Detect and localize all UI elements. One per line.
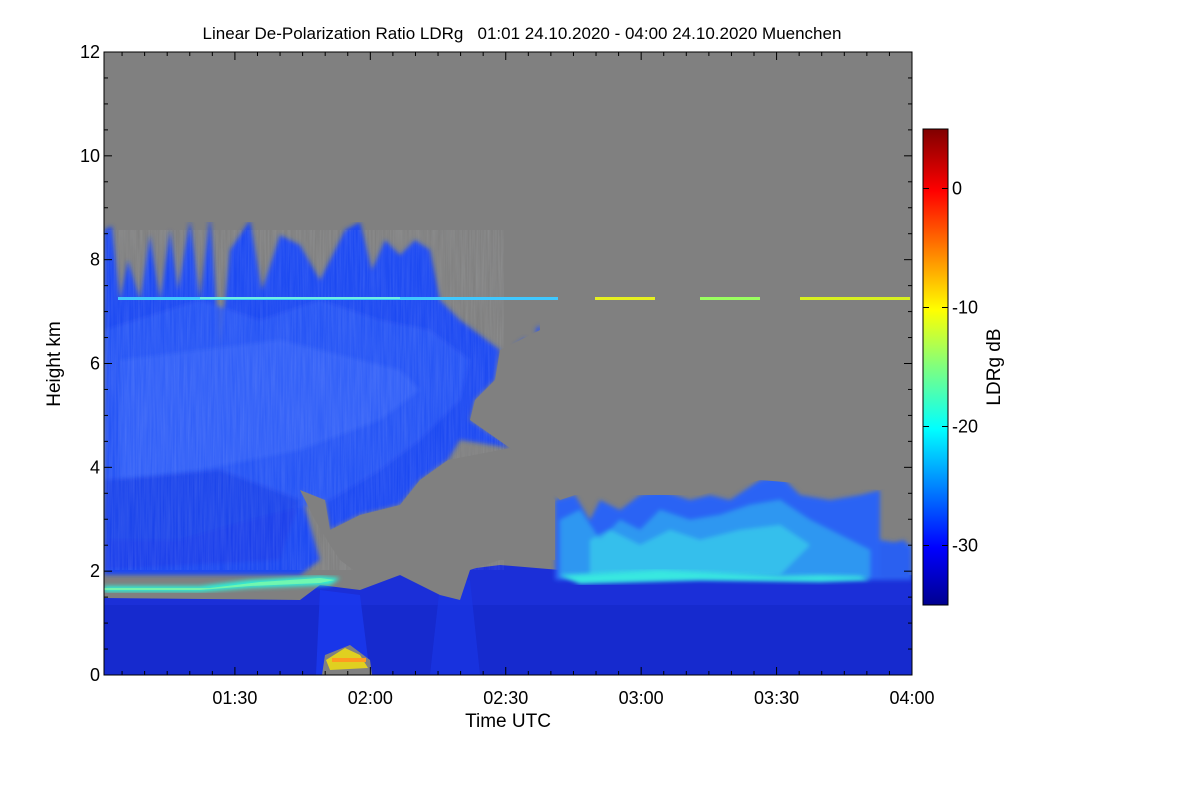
x-tick-label: 02:30	[483, 688, 528, 708]
y-tick-label: 4	[90, 457, 100, 477]
y-tick-label: 8	[90, 250, 100, 270]
low-cloud-fallstreaks-region	[555, 475, 912, 580]
x-axis: 01:30 02:00 02:30 03:00 03:30 04:00	[121, 52, 935, 708]
x-tick-label: 03:30	[754, 688, 799, 708]
colorbar-label: LDRg dB	[984, 328, 1005, 405]
x-axis-label: Time UTC	[465, 711, 551, 732]
plot-area	[104, 52, 912, 675]
gray-gap-lower	[300, 448, 555, 600]
colorbar-tick-label: -10	[952, 298, 978, 318]
x-tick-label: 01:30	[212, 688, 257, 708]
melting-layer	[104, 570, 870, 592]
y-axis-label: Height km	[44, 321, 65, 407]
colorbar-tick-label: 0	[952, 179, 962, 199]
gray-gap-upper	[104, 52, 912, 222]
x-tick-label: 02:00	[348, 688, 393, 708]
y-tick-label: 10	[80, 146, 100, 166]
y-tick-label: 2	[90, 561, 100, 581]
precipitation-region	[104, 565, 912, 675]
gray-gap-middle	[470, 300, 912, 500]
y-tick-label: 0	[90, 665, 100, 685]
x-tick-label: 04:00	[889, 688, 934, 708]
colorbar-tick-label: -30	[952, 536, 978, 556]
y-axis: 0 2 4 6 8 10 12	[80, 42, 912, 685]
ground-clutter	[326, 648, 368, 670]
detection-layer-7-3km	[118, 297, 910, 300]
colorbar: 0 -10 -20 -30	[922, 128, 978, 606]
colorbar-tick-label: -20	[952, 417, 978, 437]
chart-title: Linear De-Polarization Ratio LDRg 01:01 …	[203, 24, 842, 43]
y-tick-label: 12	[80, 42, 100, 62]
x-tick-label: 03:00	[619, 688, 664, 708]
colorbar-gradient	[922, 128, 949, 606]
y-tick-label: 6	[90, 354, 100, 374]
